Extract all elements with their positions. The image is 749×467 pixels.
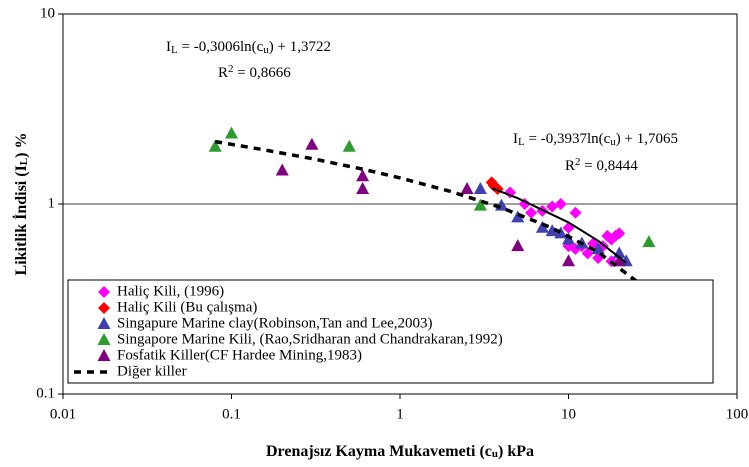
x-tick-label: 1	[396, 406, 404, 422]
marker	[642, 235, 656, 248]
marker	[612, 254, 626, 267]
equation-part: ) + 1,7065	[616, 131, 678, 147]
legend-swatch	[97, 349, 111, 361]
marker	[562, 254, 575, 267]
marker	[511, 239, 525, 252]
y-tick-label: 1	[48, 195, 56, 211]
x-axis-label-part: Drenajsız Kayma Mukavemeti (c	[266, 443, 492, 460]
r-squared-part: 2	[228, 63, 234, 75]
marker	[356, 169, 370, 182]
marker	[525, 206, 538, 219]
equation-part: u	[263, 44, 269, 56]
marker	[356, 181, 370, 194]
x-tick-label: 100	[726, 406, 749, 422]
r-squared: R2 = 0,8666	[218, 63, 291, 81]
marker	[305, 137, 319, 150]
y-tick-label: 0.1	[36, 385, 55, 401]
marker	[460, 181, 474, 194]
marker	[546, 200, 559, 213]
legend-label: Haliç Kili (Bu çalışma)	[117, 299, 257, 315]
marker	[342, 139, 356, 152]
y-axis-label-part: ) %	[13, 133, 30, 158]
dashed-line	[214, 139, 650, 293]
r-squared-part: = 0,8444	[581, 158, 639, 174]
x-axis-label: Drenajsız Kayma Mukavemeti (cu) kPa	[266, 443, 534, 461]
r-squared-part: R	[565, 158, 575, 174]
r-squared-part: R	[218, 65, 228, 81]
legend-label: Haliç Kili, (1996)	[117, 283, 224, 299]
y-tick-label: 10	[40, 5, 55, 21]
marker	[275, 163, 289, 176]
x-axis-label-part: ) kPa	[498, 443, 534, 460]
legend-label: Singapure Marine clay(Robinson,Tan and L…	[117, 315, 433, 331]
y-axis-label: Likitlik İndisi (IL) %	[11, 133, 31, 276]
marker	[591, 241, 605, 254]
legend-label: Fosfatik Killer(CF Hardee Mining,1983)	[117, 347, 362, 363]
equation: IL = -0,3006ln(cu) + 1,3722	[166, 39, 331, 56]
marker	[581, 247, 594, 260]
equation-part: u	[610, 136, 616, 148]
x-axis-label-part: u	[492, 448, 498, 460]
marker	[225, 126, 238, 139]
legend-box	[67, 279, 714, 384]
legend-swatch	[98, 302, 110, 314]
marker	[613, 227, 626, 240]
legend-swatch	[97, 333, 111, 345]
trend-line	[491, 187, 627, 264]
equation-part: = -0,3937ln(c	[525, 131, 611, 147]
legend-swatch	[98, 286, 110, 298]
legend-swatch	[97, 317, 111, 329]
x-tick-label: 10	[561, 406, 576, 422]
marker	[473, 181, 487, 194]
marker	[208, 139, 222, 152]
marker	[535, 220, 549, 233]
marker	[569, 206, 582, 219]
equation-part: I	[166, 39, 171, 55]
r-squared: R2 = 0,8444	[565, 156, 638, 174]
equation-part: ) + 1,3722	[269, 39, 331, 55]
legend-label: Diğer killer	[117, 363, 187, 379]
marker	[511, 210, 525, 223]
equation-part: L	[171, 44, 178, 56]
equation-part: L	[518, 136, 525, 148]
legend-label: Singapore Marine Kili, (Rao,Sridharan an…	[117, 331, 503, 347]
equation: IL = -0,3937ln(cu) + 1,7065	[513, 131, 678, 148]
x-tick-label: 0.1	[222, 406, 241, 422]
equation-part: = -0,3006ln(c	[178, 39, 264, 55]
marker	[545, 224, 559, 237]
plot-frame	[62, 13, 738, 395]
marker	[473, 198, 487, 211]
r-squared-part: 2	[575, 156, 581, 168]
y-axis-label-part: Likitlik İndisi (I	[11, 165, 30, 275]
equation-part: I	[513, 131, 518, 147]
y-axis-label-part: L	[18, 158, 30, 165]
r-squared-part: = 0,8666	[234, 65, 292, 81]
marker	[554, 226, 568, 239]
marker	[554, 198, 567, 210]
x-tick-label: 0.01	[50, 406, 76, 422]
